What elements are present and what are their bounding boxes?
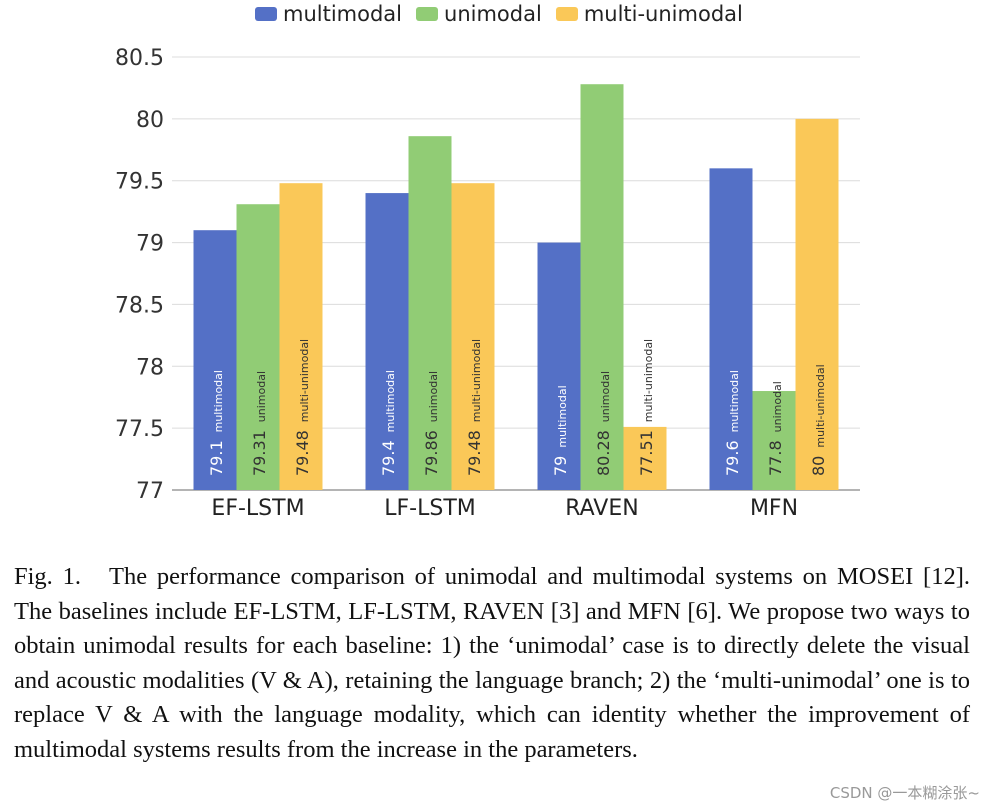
bar-chart: 77 77.5 78 78.5 79 79.5 80 80.5 79.1multimodal 79… xyxy=(115,46,860,521)
chart-legend: multimodal unimodal multi-unimodal xyxy=(255,2,743,26)
data-label: 79.48multi-unimodal xyxy=(293,339,312,476)
caption-label: Fig. 1. xyxy=(14,563,82,590)
caption-text: The performance comparison of unimodal a… xyxy=(14,563,970,763)
bar xyxy=(709,168,753,491)
y-tick-label: 80.5 xyxy=(115,46,164,71)
bar xyxy=(795,118,839,490)
data-label: 79.86unimodal xyxy=(422,371,441,476)
legend-label-multimodal: multimodal xyxy=(283,2,403,26)
watermark-text: CSDN @一本糊涂张~ xyxy=(829,784,980,802)
legend-item-multimodal: multimodal xyxy=(255,2,402,26)
x-tick-label: MFN xyxy=(750,496,798,521)
figure-caption: Fig. 1. The performance comparison of uni… xyxy=(14,560,970,767)
data-label: 77.8unimodal xyxy=(766,381,785,476)
data-label: 80multi-unimodal xyxy=(809,364,828,476)
x-tick-label: RAVEN xyxy=(565,496,638,521)
data-label: 79.31unimodal xyxy=(250,371,269,476)
y-tick-label: 79 xyxy=(136,232,164,257)
legend-swatch-multi-unimodal xyxy=(555,7,578,21)
legend-item-multi-unimodal: multi-unimodal xyxy=(555,2,743,26)
bar xyxy=(623,426,667,490)
data-label: 80.28unimodal xyxy=(594,371,613,476)
bar xyxy=(752,391,796,490)
bar xyxy=(236,204,280,490)
x-tick-label: EF-LSTM xyxy=(211,496,304,521)
data-label: 79.6multimodal xyxy=(723,370,742,476)
legend-swatch-unimodal xyxy=(416,7,439,21)
data-label: 77.51multi-unimodal xyxy=(637,339,656,476)
y-tick-label: 77.5 xyxy=(115,417,164,442)
bar xyxy=(193,230,237,490)
data-label: 79.48multi-unimodal xyxy=(465,339,484,476)
y-tick-label: 78 xyxy=(136,355,164,380)
y-tick-label: 78.5 xyxy=(115,293,164,318)
legend-label-unimodal: unimodal xyxy=(444,2,542,26)
legend-label-multi-unimodal: multi-unimodal xyxy=(583,2,743,26)
bar xyxy=(279,183,323,490)
bar xyxy=(537,242,581,490)
data-label: 79.4multimodal xyxy=(379,370,398,476)
data-label: 79.1multimodal xyxy=(207,370,226,476)
y-tick-label: 79.5 xyxy=(115,170,164,195)
data-label: 79multimodal xyxy=(551,385,570,476)
bar xyxy=(451,183,495,490)
bar xyxy=(365,193,409,491)
bar xyxy=(580,84,624,491)
x-tick-label: LF-LSTM xyxy=(384,496,476,521)
legend-item-unimodal: unimodal xyxy=(416,2,542,26)
legend-swatch-multimodal xyxy=(255,7,277,21)
y-tick-label: 77 xyxy=(136,479,164,504)
y-tick-label: 80 xyxy=(136,108,164,133)
bar xyxy=(408,136,452,491)
